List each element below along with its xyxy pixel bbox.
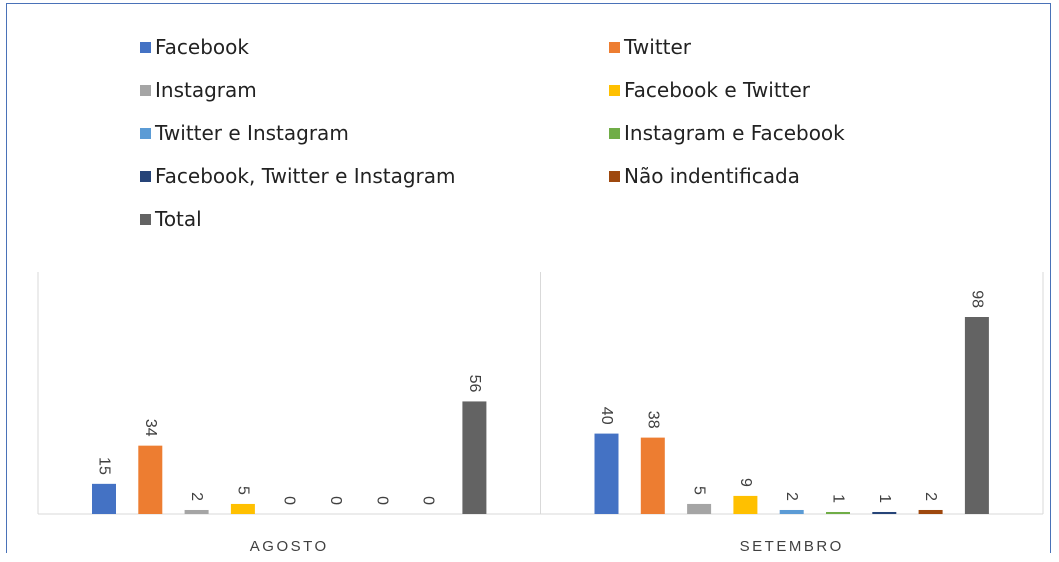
bar-setembro-total xyxy=(964,317,989,514)
legend-label: Facebook, Twitter e Instagram xyxy=(155,164,456,188)
data-label: 2 xyxy=(188,492,205,501)
bar-setembro-facebook-twitter-e-instagram xyxy=(872,511,897,514)
data-label: 0 xyxy=(281,496,298,505)
bar-agosto-total xyxy=(462,401,487,514)
legend-swatch xyxy=(609,84,620,96)
legend-label: Twitter e Instagram xyxy=(155,121,349,145)
chart-frame xyxy=(6,3,1051,553)
legend-label: Instagram xyxy=(155,78,257,102)
x-tick-label: AGOSTO xyxy=(250,538,329,555)
legend-swatch xyxy=(140,41,151,53)
legend-swatch xyxy=(140,127,151,139)
legend-swatch xyxy=(609,170,620,182)
bar-agosto-facebook-e-twitter xyxy=(230,503,255,514)
legend-item-facebook-twitter-e-instagram: Facebook, Twitter e Instagram xyxy=(140,161,456,191)
legend-item-nao-indentificada: Não indentificada xyxy=(609,161,800,191)
data-label: 5 xyxy=(691,486,708,495)
legend-label: Instagram e Facebook xyxy=(624,121,845,145)
legend-label: Não indentificada xyxy=(624,164,800,188)
data-label: 9 xyxy=(737,478,754,487)
data-label: 98 xyxy=(968,290,985,308)
data-label: 40 xyxy=(598,407,615,425)
data-label: 1 xyxy=(830,494,847,503)
legend-item-instagram-e-facebook: Instagram e Facebook xyxy=(609,118,845,148)
legend-item-twitter-e-instagram: Twitter e Instagram xyxy=(140,118,349,148)
data-label: 5 xyxy=(234,486,251,495)
legend-label: Facebook e Twitter xyxy=(624,78,811,102)
legend-item-total: Total xyxy=(140,204,202,234)
data-label: 2 xyxy=(783,492,800,501)
data-label: 0 xyxy=(420,496,437,505)
legend-item-facebook-e-twitter: Facebook e Twitter xyxy=(609,75,810,105)
legend-label: Total xyxy=(155,207,202,231)
data-label: 2 xyxy=(922,492,939,501)
data-label: 34 xyxy=(142,419,159,437)
bar-setembro-instagram xyxy=(687,503,712,514)
bar-agosto-facebook xyxy=(92,483,116,514)
bar-agosto-twitter xyxy=(138,445,163,514)
legend-swatch xyxy=(140,84,151,96)
bar-setembro-facebook-e-twitter xyxy=(733,495,758,514)
data-label: 0 xyxy=(373,496,390,505)
data-label: 1 xyxy=(876,494,893,503)
legend-label: Twitter xyxy=(624,35,692,59)
legend-label: Facebook xyxy=(155,35,249,59)
data-label: 38 xyxy=(644,411,661,429)
data-label: 0 xyxy=(327,496,344,505)
legend-swatch xyxy=(140,170,151,182)
bar-agosto-instagram xyxy=(184,509,209,514)
legend-swatch xyxy=(609,41,620,53)
bar-setembro-twitter-e-instagram xyxy=(779,509,804,514)
bar-setembro-nao-indentificada xyxy=(918,509,943,514)
bar-setembro-facebook xyxy=(594,433,619,514)
bar-setembro-twitter xyxy=(640,437,665,514)
x-tick-label: SETEMBRO xyxy=(740,538,844,555)
legend-item-twitter: Twitter xyxy=(609,32,691,62)
legend-item-instagram: Instagram xyxy=(140,75,257,105)
legend-swatch xyxy=(609,127,620,139)
legend-item-facebook: Facebook xyxy=(140,32,249,62)
data-label: 15 xyxy=(96,457,113,475)
data-label: 56 xyxy=(466,375,483,393)
legend-swatch xyxy=(140,213,151,225)
bar-setembro-instagram-e-facebook xyxy=(826,511,850,514)
